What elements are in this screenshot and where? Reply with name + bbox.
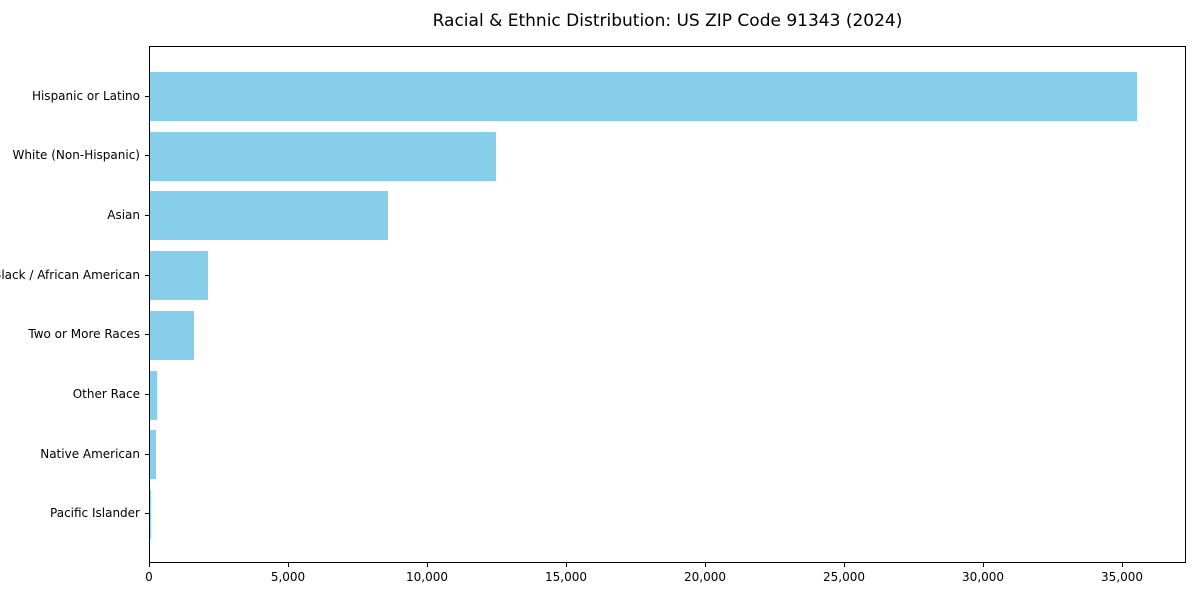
x-tick-mark	[427, 563, 429, 567]
x-tick-label-15000: 15,000	[545, 570, 588, 584]
x-tick-label-10000: 10,000	[406, 570, 449, 584]
y-tick-mark	[145, 214, 149, 216]
chart-title: Racial & Ethnic Distribution: US ZIP Cod…	[432, 11, 903, 31]
x-tick-mark	[983, 563, 985, 567]
bar-white-non-hispanic	[150, 131, 497, 181]
y-tick-label-pacific-islander: Pacific Islander	[50, 506, 140, 521]
x-tick-label-5000: 5,000	[270, 570, 306, 584]
x-tick-label-0: 0	[145, 570, 153, 584]
y-tick-label-native-american: Native American	[40, 446, 140, 461]
y-tick-mark	[145, 334, 149, 336]
y-tick-mark	[145, 513, 149, 515]
x-tick-label-20000: 20,000	[684, 570, 727, 584]
y-tick-mark	[145, 394, 149, 396]
x-tick-label-30000: 30,000	[962, 570, 1005, 584]
x-tick-mark	[566, 563, 568, 567]
y-tick-label-hispanic-or-latino: Hispanic or Latino	[31, 88, 140, 103]
bar-asian	[150, 191, 388, 241]
x-tick-label-25000: 25,000	[823, 570, 866, 584]
y-axis: Hispanic or Latino White (Non-Hispanic) As…	[0, 46, 149, 563]
y-tick-mark	[145, 274, 149, 276]
y-tick-label-black-african-american: Black / African American	[0, 267, 140, 282]
y-tick-label-other-race: Other Race	[72, 387, 140, 402]
y-tick-label-asian: Asian	[107, 207, 140, 222]
y-tick-mark	[145, 453, 149, 455]
bar-pacific-islander	[150, 489, 152, 539]
bar-hispanic-or-latino	[150, 72, 1137, 122]
x-tick-mark	[149, 563, 150, 567]
x-tick-mark	[288, 563, 289, 567]
y-tick-mark	[145, 155, 149, 157]
plot-area	[149, 46, 1186, 563]
y-tick-label-two-or-more-races: Two or More Races	[28, 327, 140, 342]
x-tick-mark	[844, 563, 846, 567]
bar-black-african-american	[150, 251, 209, 301]
x-tick-mark	[1122, 563, 1124, 567]
bar-native-american	[150, 430, 157, 480]
bar-two-or-more-races	[150, 310, 194, 360]
x-tick-label-35000: 35,000	[1101, 570, 1144, 584]
x-tick-mark	[705, 563, 707, 567]
bar-other-race	[150, 370, 158, 420]
y-tick-mark	[145, 95, 149, 97]
x-axis: 0 5,000 10,000 15,000 20,000 25,000 30,000 35,0…	[145, 563, 1186, 599]
y-tick-label-white-non-hispanic: White (Non-Hispanic)	[12, 148, 140, 163]
